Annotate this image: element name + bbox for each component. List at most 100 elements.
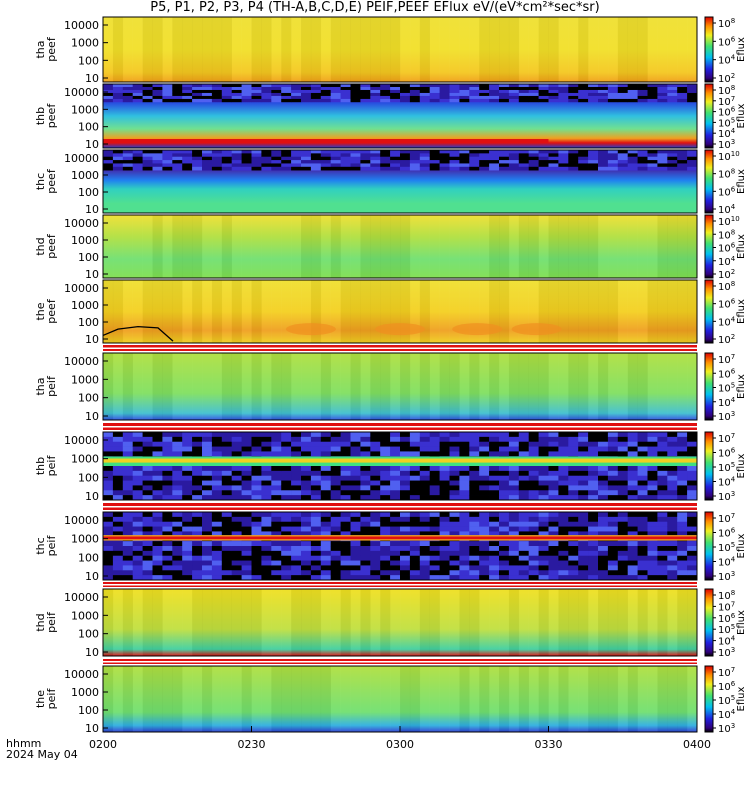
noise-cell [192,98,203,103]
noise-cell [211,156,223,161]
texture-column [142,353,153,420]
noise-cell [687,575,698,581]
noise-cell [558,153,569,158]
texture-column [182,17,193,82]
noise-cell [231,565,242,571]
noise-cell [202,95,213,100]
texture-column [122,589,133,656]
noise-cell [370,570,381,576]
noise-cell [578,92,589,97]
noise-cell [251,92,262,97]
noise-cell [182,546,193,552]
noise-cell [568,495,579,501]
noise-cell [350,166,361,171]
noise-cell [211,516,223,523]
noise-cell [657,565,668,571]
colorbar [704,83,714,149]
noise-cell [617,490,628,496]
noise-cell [112,153,124,158]
noise-cell [538,84,549,88]
noise-cell [489,98,500,103]
noise-cell [479,516,490,523]
noise-cell [172,86,183,91]
noise-cell [132,565,143,571]
noise-cell [380,163,391,168]
texture-column [598,17,609,82]
noise-cell [271,451,282,457]
noise-cell [568,466,579,472]
noise-cell [271,163,282,168]
noise-cell [568,98,579,103]
noise-cell [459,575,470,581]
texture-column [162,666,173,732]
noise-cell [469,95,480,100]
noise-cell [400,95,411,100]
colorbar-tick-label: 107 [718,432,735,445]
noise-cell [251,490,262,496]
noise-cell [122,512,133,518]
noise-cell [647,163,658,168]
noise-cell [409,156,421,161]
noise-cell [687,480,698,486]
noise-cell [657,446,668,452]
noise-cell [340,84,351,88]
noise-cell [667,150,678,154]
noise-cell [132,446,143,452]
noise-cell [132,550,143,557]
texture-column [578,17,589,82]
noise-cell [132,84,143,88]
y-axis-label: peif [45,455,58,477]
noise-cell [449,166,460,171]
noise-cell [469,436,480,443]
noise-cell [340,150,351,154]
noise-cell [647,466,658,472]
y-axis-label: peef [45,233,58,259]
noise-cell [578,150,589,154]
texture-column [350,280,361,343]
noise-cell [518,436,529,443]
noise-cell [330,451,341,457]
noise-cell [687,490,698,496]
noise-cell [350,92,361,97]
noise-cell [479,521,490,527]
noise-cell [687,150,698,154]
noise-cell [132,98,143,103]
y-tick-label: 1000 [71,234,99,247]
noise-cell [291,550,302,557]
noise-cell [380,436,391,443]
noise-cell [607,565,619,571]
noise-cell [221,570,232,576]
noise-cell [182,526,193,532]
noise-cell [152,541,163,547]
noise-cell [380,526,391,532]
noise-cell [578,432,589,438]
noise-cell [538,150,549,154]
texture-column [528,353,539,420]
noise-cell [409,560,421,566]
noise-cell [558,480,569,486]
noise-cell [667,490,678,496]
noise-cell [320,98,331,103]
texture-column [221,17,232,82]
noise-cell [588,555,599,561]
noise-cell [122,166,133,171]
y-tick-label: 10 [85,268,99,281]
noise-cell [687,470,698,477]
noise-cell [518,541,529,547]
noise-cell [162,436,173,443]
noise-cell [112,98,124,103]
noise-cell [370,436,381,443]
noise-cell [162,432,173,438]
noise-cell [350,575,361,581]
noise-cell [231,516,242,523]
noise-cell [122,160,133,164]
noise-cell [261,570,272,576]
noise-cell [112,490,124,496]
noise-cell [330,160,341,164]
noise-cell [221,550,232,557]
texture-column [320,666,331,732]
noise-cell [667,560,678,566]
noise-cell [419,98,430,103]
noise-cell [499,153,510,158]
noise-cell [637,495,648,501]
